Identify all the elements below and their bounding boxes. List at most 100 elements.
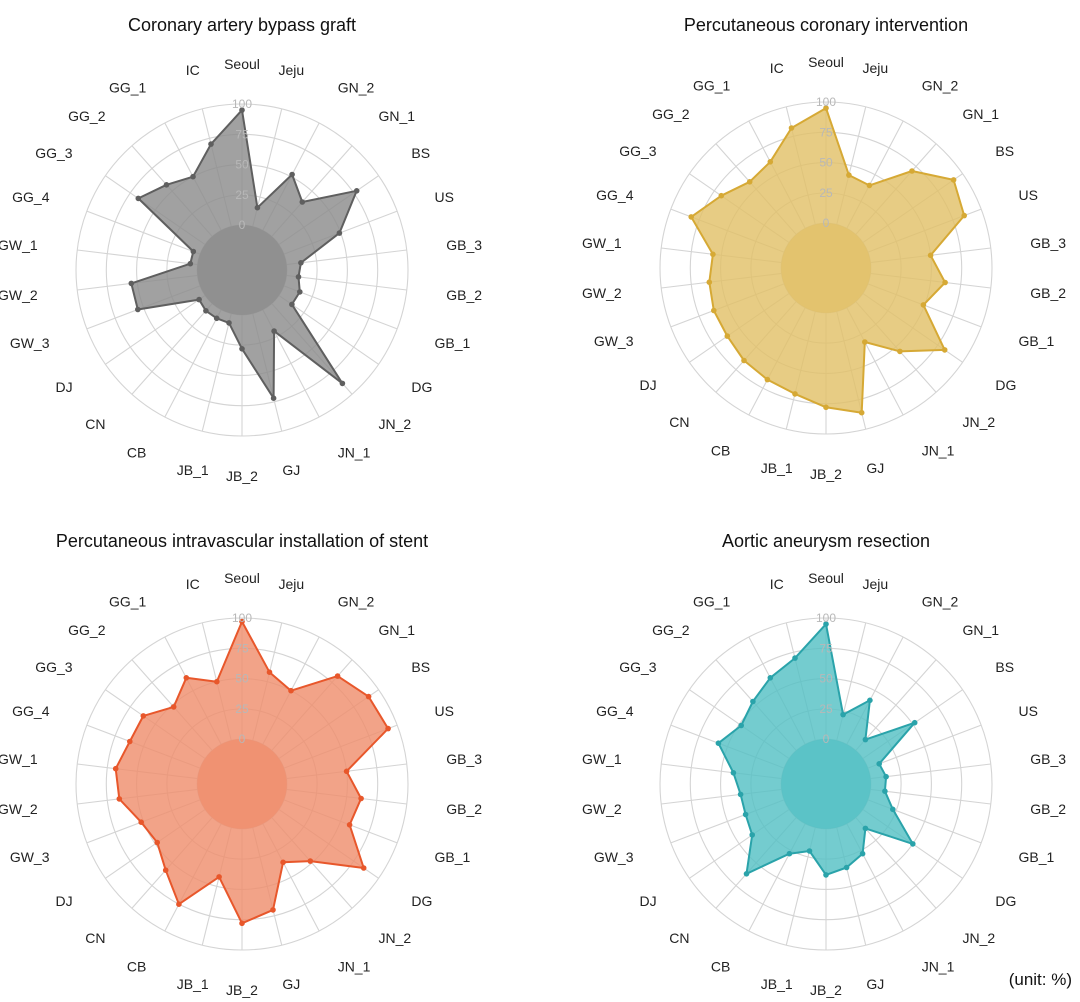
category-label-DJ: DJ xyxy=(55,893,72,909)
panel-title: Coronary artery bypass graft xyxy=(128,15,356,35)
grid-spoke xyxy=(855,817,937,909)
category-label-GB_2: GB_2 xyxy=(1030,801,1066,817)
data-point-GB_3 xyxy=(927,252,934,259)
data-point-JB_1 xyxy=(226,320,232,326)
r-tick-label: 25 xyxy=(235,702,249,716)
category-label-GN_1: GN_1 xyxy=(963,622,1000,638)
category-label-JN_2: JN_2 xyxy=(963,930,996,946)
data-point-JN_1 xyxy=(280,859,286,866)
radar-panel-2: Percutaneous coronary intervention 0 25 50 7… xyxy=(582,15,1066,482)
category-label-GW_3: GW_3 xyxy=(10,335,50,351)
category-label-GW_3: GW_3 xyxy=(594,333,634,349)
category-label-JN_1: JN_1 xyxy=(922,442,955,458)
category-label-Seoul: Seoul xyxy=(224,570,260,586)
category-label-GG_1: GG_1 xyxy=(693,78,731,94)
data-point-DG xyxy=(289,301,295,308)
category-label-GG_2: GG_2 xyxy=(68,108,106,124)
r-tick-label: 25 xyxy=(819,186,833,200)
panel-title: Percutaneous intravascular installation … xyxy=(56,531,428,551)
category-label-GB_1: GB_1 xyxy=(435,335,471,351)
data-point-US xyxy=(876,761,882,767)
r-tick-label: 100 xyxy=(816,95,836,109)
category-label-GW_3: GW_3 xyxy=(594,849,634,865)
data-point-GG_1 xyxy=(767,159,774,165)
category-label-BS: BS xyxy=(411,659,430,675)
category-label-Seoul: Seoul xyxy=(224,56,260,72)
category-label-JB_2: JB_2 xyxy=(810,982,842,998)
data-point-GB_2 xyxy=(882,788,888,794)
category-label-GB_2: GB_2 xyxy=(446,287,482,303)
data-point-GG_2 xyxy=(750,698,756,705)
grid-spoke xyxy=(86,210,201,255)
r-tick-label: 50 xyxy=(235,672,249,686)
category-label-GJ: GJ xyxy=(282,976,300,992)
category-label-JN_1: JN_1 xyxy=(922,958,955,974)
category-label-GB_3: GB_3 xyxy=(446,751,482,767)
data-point-GW_2 xyxy=(116,796,123,802)
category-label-BS: BS xyxy=(411,145,430,161)
category-label-CN: CN xyxy=(669,930,689,946)
category-label-GN_2: GN_2 xyxy=(922,594,959,610)
category-label-GB_3: GB_3 xyxy=(1030,235,1066,251)
r-tick-label: 50 xyxy=(235,158,249,172)
category-label-GB_1: GB_1 xyxy=(1019,333,1055,349)
grid-spoke xyxy=(283,285,398,330)
radar-panel-4: Aortic aneurysm resection 0 25 50 75 100 Seoul… xyxy=(582,531,1066,998)
category-label-GW_3: GW_3 xyxy=(10,849,50,865)
category-label-GN_1: GN_1 xyxy=(963,106,1000,122)
data-point-JN_1 xyxy=(862,339,868,345)
center-hole xyxy=(781,223,871,313)
category-label-GB_1: GB_1 xyxy=(435,849,471,865)
grid-spoke xyxy=(164,309,222,418)
data-point-GW_2 xyxy=(737,791,744,798)
data-point-GW_3 xyxy=(135,306,141,313)
data-point-GN_2 xyxy=(288,687,294,694)
r-tick-label: 75 xyxy=(819,641,833,655)
category-label-GW_1: GW_1 xyxy=(0,751,38,767)
data-point-Jeju xyxy=(266,669,273,675)
data-point-JN_2 xyxy=(339,380,346,387)
data-point-GW_1 xyxy=(187,260,194,267)
category-label-DJ: DJ xyxy=(55,379,72,395)
data-point-Jeju xyxy=(846,172,852,178)
category-label-CN: CN xyxy=(85,416,105,432)
grid-spoke xyxy=(105,295,206,365)
r-tick-label: 75 xyxy=(819,125,833,139)
r-tick-label: 50 xyxy=(819,672,833,686)
category-label-GG_3: GG_3 xyxy=(35,659,73,675)
data-point-JB_2 xyxy=(239,346,245,352)
data-point-GN_1 xyxy=(862,736,869,743)
data-point-JB_2 xyxy=(823,872,829,878)
category-label-JB_2: JB_2 xyxy=(226,982,258,998)
data-point-IC xyxy=(792,655,798,661)
data-point-JN_2 xyxy=(862,825,869,832)
data-point-GG_3 xyxy=(718,192,725,199)
category-label-GG_1: GG_1 xyxy=(109,80,147,96)
data-point-JN_1 xyxy=(271,328,277,334)
category-label-GB_3: GB_3 xyxy=(446,237,482,253)
data-point-GN_2 xyxy=(289,171,295,178)
data-point-JB_2 xyxy=(823,404,829,411)
category-label-BS: BS xyxy=(995,659,1014,675)
data-point-GN_2 xyxy=(866,182,873,189)
data-point-JB_2 xyxy=(239,920,245,927)
category-label-JN_1: JN_1 xyxy=(338,444,371,460)
data-point-GB_1 xyxy=(297,289,303,295)
data-point-GB_3 xyxy=(883,773,889,780)
r-tick-label: 25 xyxy=(235,188,249,202)
category-label-GW_2: GW_2 xyxy=(582,801,622,817)
data-point-JN_1 xyxy=(859,850,866,857)
center-hole xyxy=(781,739,871,829)
data-point-GB_2 xyxy=(358,795,364,802)
data-point-DJ xyxy=(749,832,755,838)
data-point-CN xyxy=(743,871,750,877)
category-label-JN_2: JN_2 xyxy=(963,414,996,430)
category-label-GW_2: GW_2 xyxy=(582,285,622,301)
data-point-GG_1 xyxy=(767,675,774,681)
category-label-GG_1: GG_1 xyxy=(109,594,147,610)
data-point-US xyxy=(961,212,967,219)
data-point-Seoul xyxy=(239,618,245,625)
category-label-GN_2: GN_2 xyxy=(338,80,375,96)
category-label-GG_4: GG_4 xyxy=(12,189,50,205)
